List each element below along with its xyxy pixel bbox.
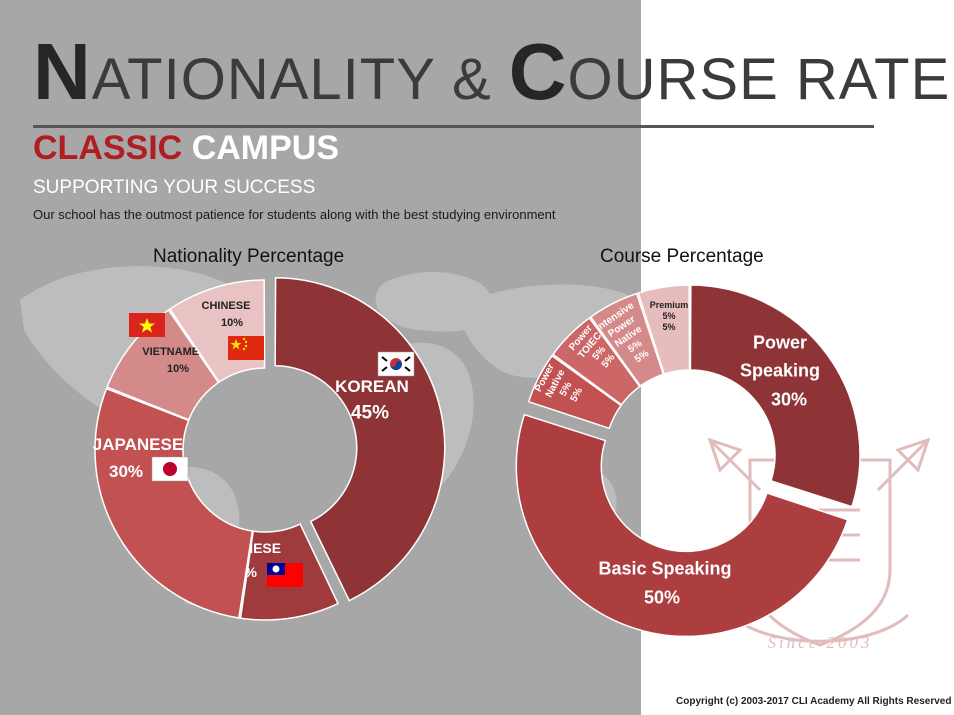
vietnam-flag [129, 313, 165, 337]
nationality-slice-japanese [94, 387, 254, 619]
taiwan-flag [267, 563, 303, 587]
copyright-text: Copyright (c) 2003-2017 CLI Academy All … [676, 696, 952, 707]
campus-heading: CLASSIC CAMPUS [33, 128, 339, 168]
title-underline [33, 125, 874, 128]
course-slice-intensive-power-native [589, 292, 665, 388]
korea-flag [377, 351, 415, 377]
nationality-value-korean: 45% [351, 403, 389, 424]
course-label-basic-speaking: Basic Speaking [598, 558, 731, 578]
campus-heading-white: CAMPUS [191, 129, 340, 167]
tagline: SUPPORTING YOUR SUCCESS [33, 177, 316, 198]
course-slice-power-toiec [551, 316, 641, 406]
page-title: NATIONALITY & COURSE RATE [33, 32, 951, 112]
nationality-value-chinese: 10% [221, 317, 243, 329]
description: Our school has the outmost patience for … [33, 207, 556, 222]
course-slice-power-native [527, 354, 623, 430]
nationality-slice-vietnamese [106, 308, 220, 421]
nationality-label-chinese: CHINESE [202, 300, 251, 312]
course-slice-basic-speaking [515, 413, 849, 638]
nationality-chart-title: Nationality Percentage [153, 246, 345, 267]
course-label-premium: Premium 5% 5% [650, 300, 689, 332]
course-slice-premium [637, 284, 691, 375]
campus-heading-red: CLASSIC [33, 129, 183, 167]
course-value-power-speaking: 30% [771, 389, 807, 409]
title-part-course-rate: OURSE RATE [567, 47, 951, 112]
china-flag [228, 336, 264, 360]
title-capital-c: C [508, 27, 568, 116]
nationality-value-vietnamese: 10% [167, 363, 189, 375]
crest-since-text: Since 2003 [767, 633, 872, 652]
nationality-label-korean: KOREAN [335, 377, 409, 396]
course-label-intensive-power-native: IntensivePowerNative5%5% [594, 300, 663, 373]
title-capital-n: N [33, 27, 92, 116]
japan-flag [151, 456, 189, 482]
course-chart-title: Course Percentage [600, 246, 764, 267]
nationality-value-japanese: 30% [109, 462, 143, 481]
course-value-basic-speaking: 50% [644, 587, 680, 607]
course-slice-power-speaking [689, 284, 861, 508]
title-part-nationality: ATIONALITY & [91, 47, 509, 112]
course-label-power-speaking: Power Speaking [740, 332, 820, 380]
nationality-label-japanese: JAPANESE [93, 435, 183, 454]
